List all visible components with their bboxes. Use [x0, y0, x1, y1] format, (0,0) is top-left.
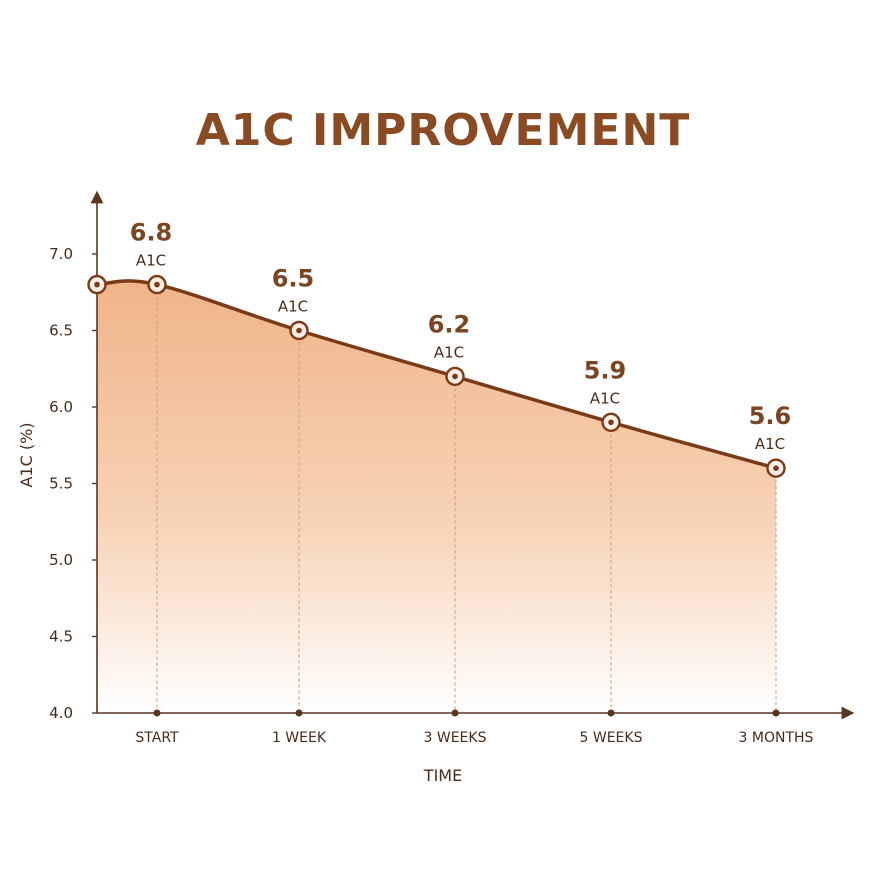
area-fill — [97, 280, 776, 713]
y-tick-label: 6.0 — [49, 398, 73, 416]
data-point — [289, 320, 309, 341]
x-tick-label: 1 WEEK — [272, 730, 327, 746]
area-layer — [97, 280, 776, 713]
x-tick — [451, 709, 459, 717]
data-unit-label: A1C — [755, 435, 785, 453]
data-value-label: 6.2 — [428, 310, 471, 338]
marker-core — [452, 373, 458, 380]
x-tick-label: START — [135, 730, 179, 746]
y-tick-label: 5.5 — [49, 475, 73, 493]
x-tick-label: 3 MONTHS — [739, 730, 814, 746]
data-point — [601, 412, 621, 432]
data-point — [766, 458, 786, 478]
data-unit-label: A1C — [434, 343, 464, 361]
data-point — [445, 366, 465, 387]
marker-core — [94, 281, 100, 288]
data-value-label: 5.9 — [584, 356, 627, 384]
marker-core — [608, 419, 614, 426]
point-layer — [87, 274, 786, 478]
marker-core — [296, 327, 302, 334]
start-point — [87, 274, 107, 295]
x-tick — [295, 709, 303, 717]
y-tick-label: 4.5 — [49, 628, 73, 646]
data-value-label: 6.5 — [272, 265, 315, 293]
data-unit-label: A1C — [136, 252, 166, 270]
y-tick-label: 7.0 — [49, 245, 73, 263]
y-axis-title: A1C (%) — [17, 422, 36, 487]
x-tick — [153, 709, 161, 717]
data-unit-label: A1C — [278, 298, 308, 316]
data-value-label: 5.6 — [749, 402, 792, 430]
guide-layer — [156, 284, 777, 713]
chart-title: A1C IMPROVEMENT — [196, 105, 691, 156]
data-point — [147, 274, 167, 295]
x-tick-label: 3 WEEKS — [424, 730, 487, 746]
data-value-label: 6.8 — [130, 219, 173, 247]
x-tick — [772, 709, 780, 717]
y-tick-label: 5.0 — [49, 551, 73, 569]
marker-core — [154, 281, 160, 288]
label-layer: 6.8 A1C 6.5 A1C 6.2 A1C 5.9 A1C 5.6 A1C — [130, 219, 792, 454]
x-axis-title: TIME — [423, 766, 462, 785]
x-tick — [607, 709, 615, 717]
x-tick-label: 5 WEEKS — [580, 730, 643, 746]
data-unit-label: A1C — [590, 389, 620, 407]
y-tick-label: 4.0 — [49, 704, 73, 722]
y-tick-label: 6.5 — [49, 322, 73, 340]
marker-core — [773, 465, 779, 472]
